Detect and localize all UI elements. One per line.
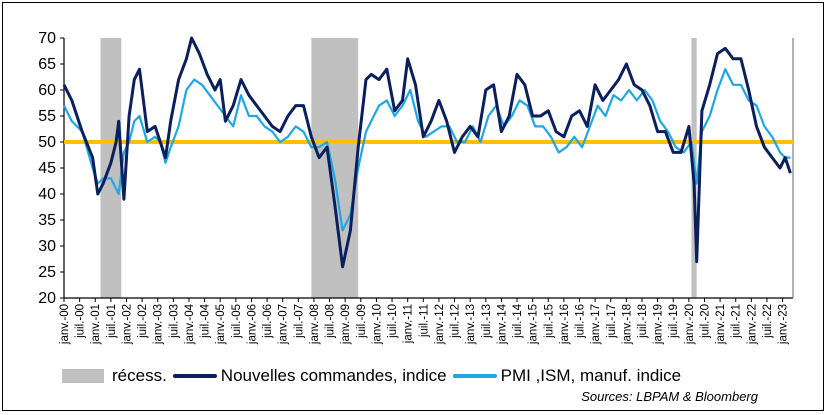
x-tick-label-39: juil.-19 xyxy=(668,304,680,339)
y-tick-label-65: 65 xyxy=(38,56,56,73)
recession-band-0 xyxy=(100,38,122,298)
legend-swatch-recession xyxy=(62,369,104,383)
x-tick-label-44: janv.-22 xyxy=(746,304,758,345)
x-tick-label-30: janv.-15 xyxy=(528,304,540,345)
x-tick-label-1: juil.-00 xyxy=(75,304,87,339)
x-tick-label-17: juil.-08 xyxy=(325,304,337,339)
y-tick-label-35: 35 xyxy=(38,212,56,229)
x-tick-label-46: janv.-23 xyxy=(778,304,790,345)
x-tick-label-41: juil.-20 xyxy=(699,304,711,339)
legend-swatch-new-orders xyxy=(172,374,217,378)
x-tick-label-25: juil.-12 xyxy=(450,304,462,339)
x-tick-label-22: janv.-11 xyxy=(403,304,415,344)
x-tick-label-31: juil.-15 xyxy=(543,304,555,339)
x-tick-label-35: juil.-17 xyxy=(606,304,618,339)
x-tick-label-12: janv.-06 xyxy=(246,304,258,345)
x-tick-label-28: janv.-14 xyxy=(496,303,508,345)
y-tick-label-50: 50 xyxy=(38,134,56,151)
x-tick-label-37: juil.-18 xyxy=(637,304,649,339)
x-tick-label-10: janv.-05 xyxy=(215,304,227,345)
x-tick-label-20: janv.-10 xyxy=(371,304,383,345)
legend-item-recession: récess. xyxy=(62,366,167,386)
y-tick-label-20: 20 xyxy=(38,290,56,307)
series-line-new-orders xyxy=(62,36,792,269)
x-tick-label-8: janv.-04 xyxy=(184,303,196,345)
y-tick-label-45: 45 xyxy=(38,160,56,177)
x-tick-label-45: juil.-22 xyxy=(762,304,774,339)
x-tick-label-3: juil.-01 xyxy=(106,304,118,339)
x-tick-label-15: juil.-07 xyxy=(293,304,305,339)
x-tick-label-24: janv.-12 xyxy=(434,304,446,345)
chart-frame xyxy=(2,2,824,411)
x-tick-label-7: juil.-03 xyxy=(168,304,180,339)
x-tick-label-4: janv.-02 xyxy=(121,304,133,345)
y-tick-label-25: 25 xyxy=(38,264,56,281)
y-tick-label-30: 30 xyxy=(38,238,56,255)
legend-label-new-orders: Nouvelles commandes, indice xyxy=(220,366,447,385)
x-tick-label-16: janv.-08 xyxy=(309,304,321,345)
x-tick-label-13: juil.-06 xyxy=(262,304,274,339)
x-tick-label-36: janv.-18 xyxy=(621,304,633,345)
x-tick-label-32: janv.-16 xyxy=(559,304,571,345)
x-tick-label-14: janv.-07 xyxy=(278,304,290,345)
y-tick-label-55: 55 xyxy=(38,108,56,125)
x-tick-label-19: juil.-09 xyxy=(356,304,368,339)
x-tick-label-29: juil.-14 xyxy=(512,303,524,338)
x-tick-label-38: janv.-19 xyxy=(653,304,665,345)
y-tick-label-70: 70 xyxy=(38,30,56,47)
x-tick-label-40: janv.-20 xyxy=(684,304,696,345)
x-tick-label-0: janv.-00 xyxy=(59,304,71,345)
x-tick-label-33: juil.-16 xyxy=(575,304,587,339)
legend-swatch-pmi xyxy=(452,374,497,378)
x-tick-label-5: juil.-02 xyxy=(137,304,149,339)
x-tick-label-21: juil.-10 xyxy=(387,304,399,339)
legend-label-recession: récess. xyxy=(112,366,167,385)
x-tick-label-27: juil.-13 xyxy=(481,304,493,339)
x-tick-label-34: janv.-17 xyxy=(590,304,602,345)
x-tick-label-43: juil.-21 xyxy=(731,304,743,339)
y-tick-label-40: 40 xyxy=(38,186,56,203)
legend-item-new-orders: Nouvelles commandes, indice xyxy=(172,366,447,386)
y-tick-label-60: 60 xyxy=(38,82,56,99)
x-tick-label-11: juil.-05 xyxy=(231,304,243,339)
x-tick-label-26: janv.-13 xyxy=(465,304,477,345)
recession-band-1 xyxy=(311,38,359,298)
x-tick-label-6: janv.-03 xyxy=(153,304,165,345)
x-tick-label-42: janv.-21 xyxy=(715,304,727,345)
legend-label-pmi: PMI ,ISM, manuf. indice xyxy=(500,366,682,385)
source-note: Sources: LBPAM & Bloomberg xyxy=(581,389,758,404)
x-tick-label-2: janv.-01 xyxy=(90,304,102,345)
x-tick-label-9: juil.-04 xyxy=(200,303,212,338)
legend: récess. Nouvelles commandes, indice PMI … xyxy=(62,366,687,386)
x-tick-label-18: janv.-09 xyxy=(340,304,352,345)
x-tick-label-23: juil.-11 xyxy=(418,304,430,338)
legend-item-pmi: PMI ,ISM, manuf. indice xyxy=(452,366,682,386)
